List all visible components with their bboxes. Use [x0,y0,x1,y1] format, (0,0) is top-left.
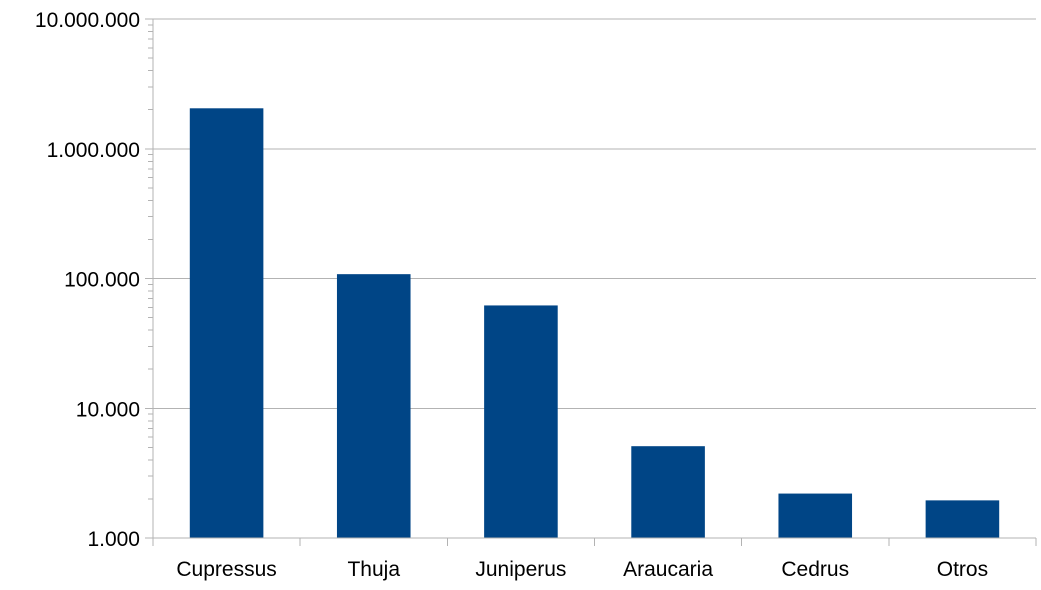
y-tick-label: 1.000.000 [47,139,140,162]
y-tick-label: 10.000 [76,398,140,421]
x-tick-label: Juniperus [475,558,566,581]
bar-araucaria [631,446,705,538]
x-tick-label: Otros [937,558,988,581]
gridlines [145,18,1036,539]
x-tick-label: Cupressus [176,558,276,581]
tick-labels: 1.000 10.000 100.000 1.000.000 10.000.000 Cup… [35,9,988,581]
bar-cedrus [778,493,853,538]
bar-otros [925,500,1000,538]
bar-cupressus [189,108,264,539]
y-tick-label: 10.000.000 [35,9,140,32]
x-tick-label: Cedrus [781,558,849,581]
axes [148,19,1037,546]
y-tick-label: 100.000 [64,269,140,292]
bar-thuja [336,274,411,538]
x-tick-label: Araucaria [623,558,713,581]
bar-juniperus [484,305,558,538]
y-tick-label: 1.000 [87,528,140,551]
x-tick-label: Thuja [347,558,400,581]
bars [189,108,1000,539]
